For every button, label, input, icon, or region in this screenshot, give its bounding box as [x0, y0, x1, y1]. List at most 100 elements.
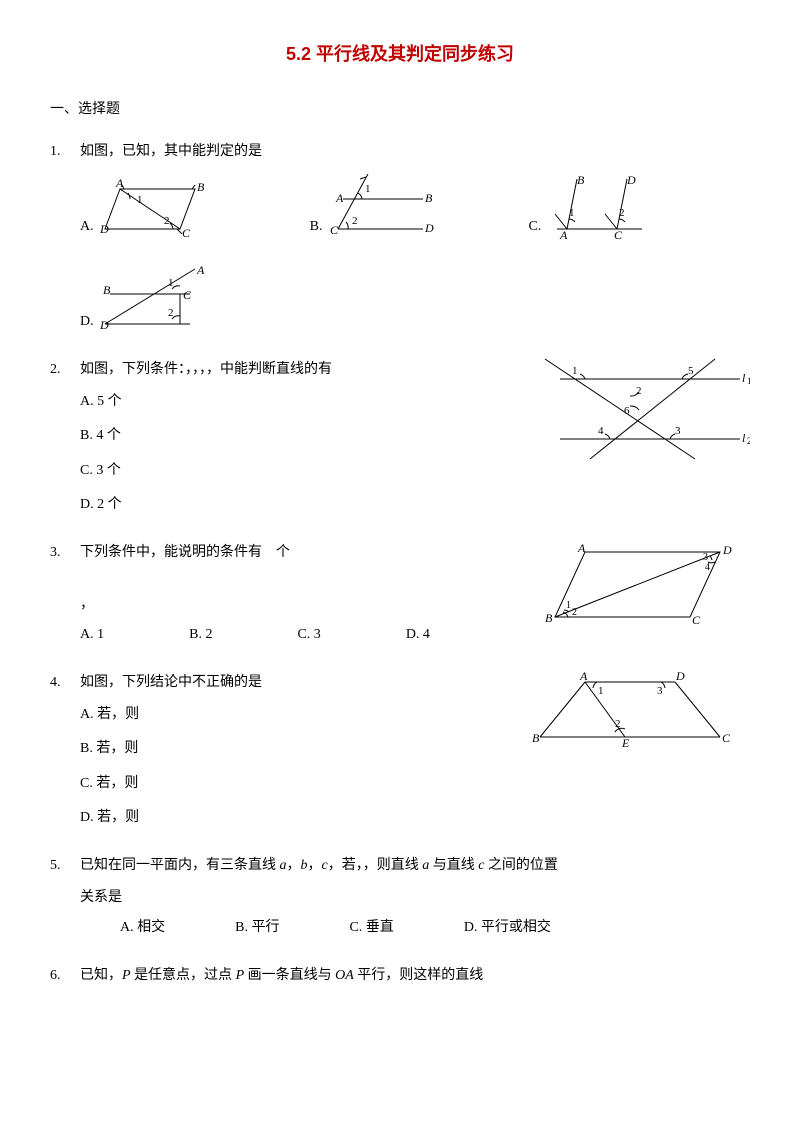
svg-text:2: 2: [164, 215, 170, 227]
q5-b: b: [301, 858, 308, 873]
svg-text:C: C: [330, 223, 339, 237]
svg-text:D: D: [100, 318, 109, 332]
q6-t3: 画一条直线与: [244, 968, 335, 983]
svg-text:B: B: [532, 731, 540, 745]
q1-diagram-d: A B C D 1 2: [100, 264, 220, 334]
svg-text:1: 1: [168, 277, 174, 289]
q1-num: 1.: [50, 141, 80, 163]
q1-opt-a-label: A.: [80, 216, 94, 238]
svg-text:5: 5: [688, 365, 694, 377]
q5-t1: 已知在同一平面内，有三条直线: [80, 858, 280, 873]
q5-text: 已知在同一平面内，有三条直线 a，b，c，若，，则直线 a 与直线 c 之间的位…: [80, 855, 750, 877]
q1-diagram-b: A B C D 1 2: [328, 174, 438, 239]
q2-diagram: 1 5 2 6 4 3 l 1 l 2: [530, 354, 750, 464]
q5-t5: 与直线: [429, 858, 478, 873]
svg-text:1: 1: [365, 183, 371, 195]
question-1: 1. 如图，已知，其中能判定的是 A.: [50, 141, 750, 333]
q4-option-d: D. 若，则: [80, 807, 750, 829]
q6-text: 已知，P 是任意点，过点 P 画一条直线与 OA 平行，则这样的直线: [80, 965, 750, 987]
svg-text:A: A: [335, 191, 344, 205]
q3-diagram: A D B C 1 2 3 4: [540, 542, 740, 627]
q6-t1: 已知，: [80, 968, 122, 983]
q5-option-a: A. 相交: [120, 917, 165, 939]
svg-text:C: C: [692, 613, 701, 627]
svg-text:B: B: [197, 180, 205, 194]
q5-text-line2: 关系是: [80, 887, 750, 909]
svg-text:6: 6: [624, 405, 630, 417]
q5-t3: ，: [308, 858, 322, 873]
svg-text:C: C: [722, 731, 730, 745]
q5-option-c: C. 垂直: [349, 917, 393, 939]
svg-text:A: A: [577, 542, 586, 555]
page-title: 5.2 平行线及其判定同步练习: [50, 40, 750, 69]
svg-text:1: 1: [598, 685, 604, 697]
q6-OA: OA: [335, 968, 354, 983]
svg-text:l: l: [742, 431, 746, 445]
svg-text:B: B: [577, 174, 585, 187]
svg-text:A: A: [559, 228, 568, 239]
svg-text:2: 2: [747, 436, 750, 446]
q5-t6: 之间的位置: [484, 858, 558, 873]
q5-t4: ，若，，则直线: [328, 858, 423, 873]
q6-P: P: [122, 968, 131, 983]
svg-text:A: A: [115, 179, 124, 190]
q6-t4: 平行，则这样的直线: [354, 968, 484, 983]
q5-a: a: [280, 858, 287, 873]
q4-option-c: C. 若，则: [80, 773, 750, 795]
svg-text:B: B: [103, 283, 111, 297]
q5-t2: ，: [287, 858, 301, 873]
svg-text:1: 1: [572, 365, 578, 377]
question-3: A D B C 1 2 3 4 3. 下列条件中，能说明的条件有 个 ， A. …: [50, 542, 750, 647]
svg-text:2: 2: [352, 215, 358, 227]
q3-option-c: C. 3: [297, 624, 320, 646]
q6-num: 6.: [50, 965, 80, 987]
q3-option-b: B. 2: [189, 624, 212, 646]
svg-text:D: D: [722, 543, 732, 557]
q2-option-d: D. 2 个: [80, 494, 750, 516]
svg-text:1: 1: [566, 600, 571, 611]
question-6: 6. 已知，P 是任意点，过点 P 画一条直线与 OA 平行，则这样的直线: [50, 965, 750, 997]
svg-text:A: A: [196, 264, 205, 277]
svg-text:l: l: [742, 371, 746, 385]
question-4: A D B C E 1 3 2 4. 如图，下列结论中不正确的是 A. 若，则 …: [50, 672, 750, 830]
q1-option-d: D. A B C D 1: [80, 264, 220, 334]
q1-option-a: A. A B D C: [80, 174, 220, 239]
svg-text:A: A: [579, 672, 588, 683]
svg-text:C: C: [183, 288, 192, 302]
q4-num: 4.: [50, 672, 80, 694]
q2-num: 2.: [50, 359, 80, 381]
q3-num: 3.: [50, 542, 80, 564]
q6-t2: 是任意点，过点: [131, 968, 236, 983]
q1-opt-c-label: C.: [528, 216, 541, 238]
svg-text:2: 2: [572, 607, 577, 618]
svg-text:1: 1: [137, 194, 143, 206]
svg-text:2: 2: [619, 207, 625, 219]
svg-text:B: B: [545, 611, 553, 625]
q1-text: 如图，已知，其中能判定的是: [80, 141, 750, 163]
svg-text:2: 2: [636, 385, 642, 397]
svg-text:D: D: [675, 672, 685, 683]
q1-option-c: C. A B C D: [528, 174, 657, 239]
svg-text:D: D: [100, 222, 109, 236]
svg-text:D: D: [424, 221, 434, 235]
question-5: 5. 已知在同一平面内，有三条直线 a，b，c，若，，则直线 a 与直线 c 之…: [50, 855, 750, 940]
svg-text:B: B: [425, 191, 433, 205]
svg-text:D: D: [626, 174, 636, 187]
q1-diagram-c: A B C D 1 2: [547, 174, 657, 239]
q1-opt-d-label: D.: [80, 311, 94, 333]
svg-text:1: 1: [569, 207, 575, 219]
svg-text:2: 2: [168, 307, 174, 319]
q5-num: 5.: [50, 855, 80, 877]
svg-text:3: 3: [657, 685, 663, 697]
svg-text:C: C: [182, 226, 191, 239]
q1-diagram-a: A B D C 1 2: [100, 179, 220, 239]
svg-text:1: 1: [747, 376, 750, 386]
q1-option-b: B. A B C D 1: [310, 174, 439, 239]
svg-text:3: 3: [675, 425, 681, 437]
svg-text:C: C: [614, 228, 623, 239]
q6-P2: P: [236, 968, 245, 983]
q3-option-a: A. 1: [80, 624, 104, 646]
q4-diagram: A D B C E 1 3 2: [530, 672, 730, 747]
svg-text:E: E: [621, 736, 630, 747]
question-2: 1 5 2 6 4 3 l 1 l 2 2. 如图，下列条件：，，，，中能判断直…: [50, 359, 750, 517]
